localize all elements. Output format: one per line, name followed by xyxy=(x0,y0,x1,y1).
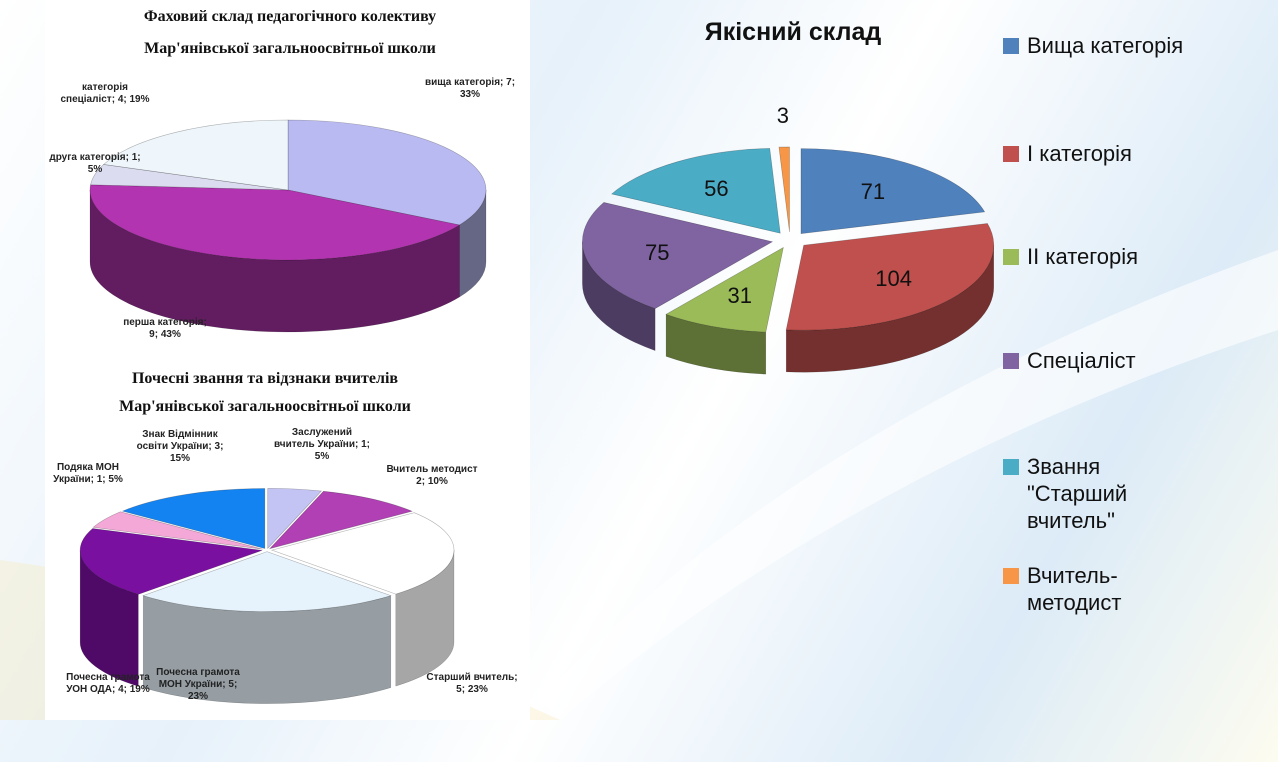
pie-slice xyxy=(103,119,289,191)
legend-swatch xyxy=(1003,38,1019,54)
legend-item: І категорія xyxy=(1003,140,1197,167)
legend-item: Звання "Старший вчитель" xyxy=(1003,453,1197,534)
pie-slice xyxy=(582,202,774,309)
pie-slice xyxy=(665,246,784,333)
legend-swatch xyxy=(1003,353,1019,369)
chart-subtitle: Мар'янівської загальноосвітньої школи xyxy=(119,398,411,415)
legend-label: Вища категорія xyxy=(1027,33,1184,58)
legend-label: Спеціаліст xyxy=(1027,348,1136,373)
pie-slice xyxy=(287,119,487,226)
data-label: Почесна грамота МОН України; 5; 23% xyxy=(156,667,240,702)
legend-item: Вчитель-методист xyxy=(1003,562,1197,616)
data-label: Подяка МОН України; 1; 5% xyxy=(53,462,123,485)
data-label: 3 xyxy=(776,102,790,128)
data-label: Знак Відмінник освіти України; 3; 15% xyxy=(136,429,224,464)
pie-slice xyxy=(785,223,995,331)
data-label: 71 xyxy=(860,178,886,204)
data-label: Почесна грамота УОН ОДА; 4; 19% xyxy=(66,672,150,695)
data-label: Заслужений вчитель України; 1; 5% xyxy=(274,427,370,462)
pie-slice xyxy=(778,146,790,232)
legend-swatch xyxy=(1003,249,1019,265)
legend-label: Вчитель-методист xyxy=(1027,563,1122,615)
legend-item: ІІ категорія xyxy=(1003,243,1197,270)
data-label: вища категорія; 7; 33% xyxy=(424,77,516,100)
legend-item: Спеціаліст xyxy=(1003,347,1197,374)
pie-slice xyxy=(142,551,392,612)
background-swoosh xyxy=(540,250,1278,720)
chart-title: Якісний склад xyxy=(704,18,882,46)
data-label: 75 xyxy=(645,239,670,265)
legend-item: Вища категорія xyxy=(1003,32,1197,59)
data-label: 104 xyxy=(875,266,913,292)
pie-slice xyxy=(267,488,323,550)
data-label: Старший вчитель; 5; 23% xyxy=(426,672,518,695)
data-label: 56 xyxy=(704,175,729,201)
pie-slice xyxy=(90,164,289,191)
pie-slice xyxy=(121,488,266,549)
pie-slice xyxy=(611,148,781,234)
pie-slice xyxy=(800,148,986,234)
chart-subtitle: Мар'янівської загальноосвітньої школи xyxy=(144,40,436,57)
legend-label: ІІ категорія xyxy=(1027,244,1139,269)
data-label: категорія спеціаліст; 4; 19% xyxy=(60,82,150,105)
pie-slice xyxy=(270,512,455,595)
legend-swatch xyxy=(1003,568,1019,584)
pie-slice xyxy=(268,490,414,550)
data-label: Вчитель методист 2; 10% xyxy=(386,464,478,487)
chart-title: Фаховий склад педагогічного колективу xyxy=(143,8,437,25)
pie-slice xyxy=(89,184,461,261)
data-label: перша категорія; 9; 43% xyxy=(123,317,207,340)
legend-label: І категорія xyxy=(1027,141,1132,166)
legend-swatch xyxy=(1003,146,1019,162)
chart-title: Почесні звання та відзнаки вчителів xyxy=(131,370,399,387)
data-label: 31 xyxy=(727,283,753,309)
legend-swatch xyxy=(1003,459,1019,475)
data-label: друга категорія; 1; 5% xyxy=(49,152,141,175)
pie-slice xyxy=(92,511,263,550)
slice-side xyxy=(582,241,656,351)
pie-slice xyxy=(79,528,263,595)
legend-label: Звання "Старший вчитель" xyxy=(1027,454,1128,533)
